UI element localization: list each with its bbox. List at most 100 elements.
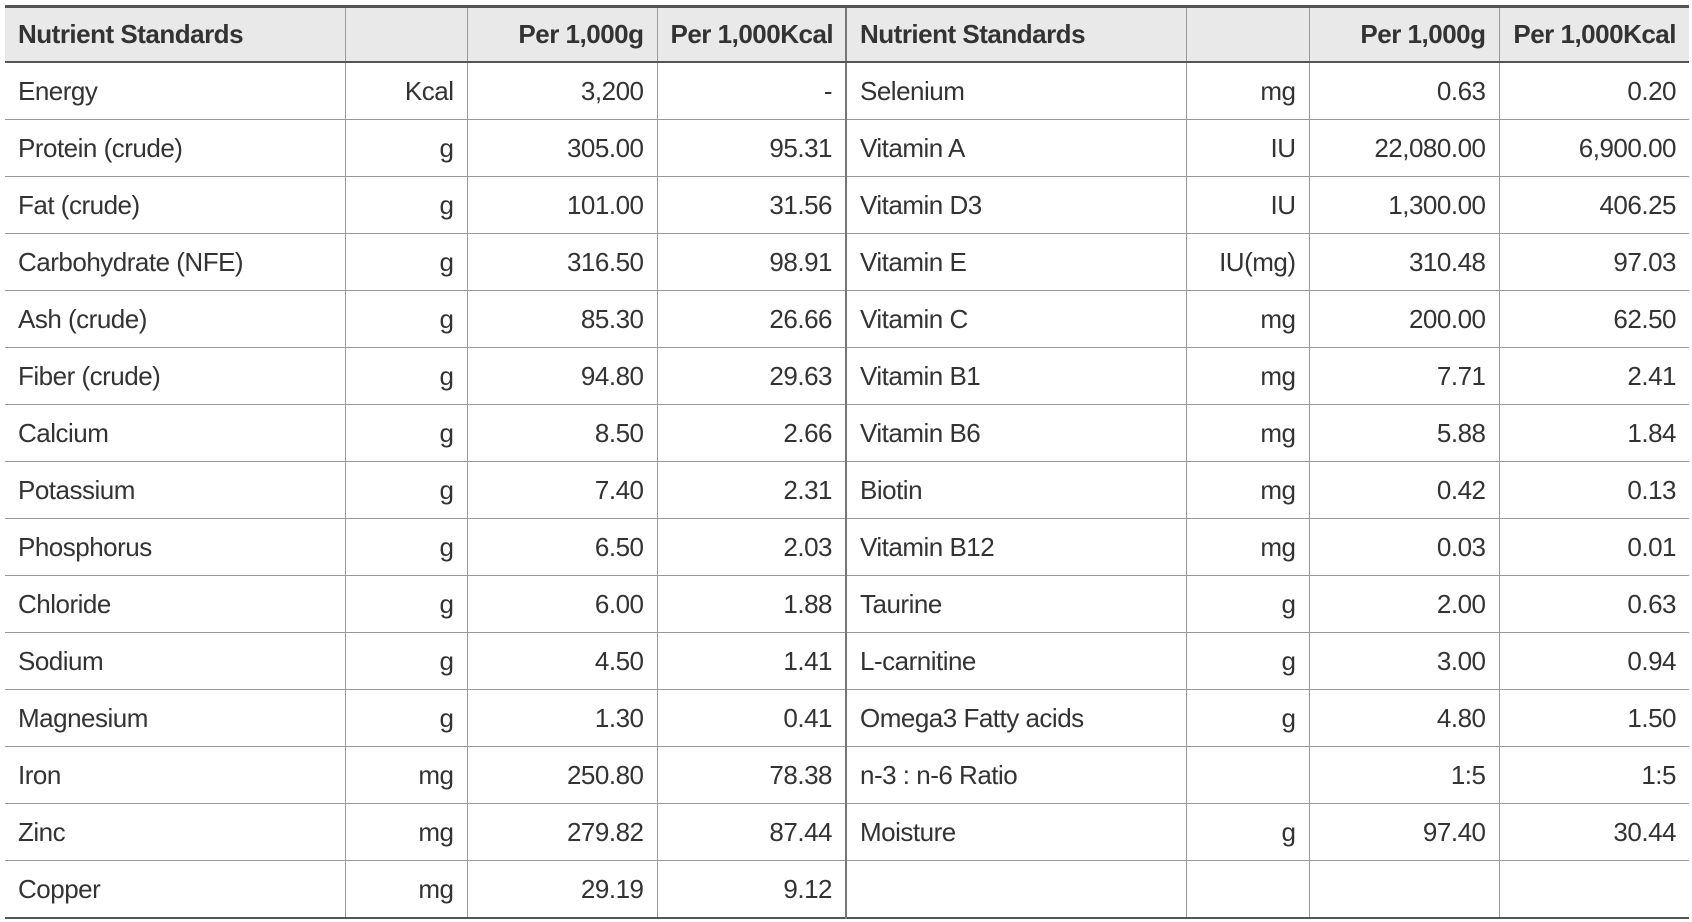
unit: mg (1186, 461, 1310, 519)
unit: g (345, 233, 468, 291)
per-1000kcal: 31.56 (657, 176, 847, 234)
per-1000kcal: 2.41 (1499, 347, 1689, 405)
header-cell: Per 1,000g (1309, 6, 1500, 63)
table-row: Fat (crude) g 101.00 31.56 Vitamin D3 IU 1,300… (5, 176, 1689, 234)
per-1000kcal: 87.44 (657, 803, 847, 861)
per-1000kcal: 2.03 (657, 518, 847, 576)
per-1000kcal: 0.01 (1499, 518, 1689, 576)
per-1000g: 1.30 (467, 689, 658, 747)
per-1000kcal: 9.12 (657, 860, 847, 919)
nutrient-name: Selenium (846, 62, 1187, 120)
nutrient-name (846, 860, 1187, 919)
per-1000kcal: 78.38 (657, 746, 847, 804)
nutrient-name: Phosphorus (5, 518, 346, 576)
per-1000kcal: 0.94 (1499, 632, 1689, 690)
per-1000g: 200.00 (1309, 290, 1500, 348)
unit: Kcal (345, 62, 468, 120)
per-1000kcal: 1.41 (657, 632, 847, 690)
per-1000g: 279.82 (467, 803, 658, 861)
nutrient-table: Nutrient Standards Per 1,000g Per 1,000Kca… (5, 5, 1689, 919)
per-1000g: 7.40 (467, 461, 658, 519)
unit: g (1186, 803, 1310, 861)
nutrient-name: Magnesium (5, 689, 346, 747)
per-1000g: 22,080.00 (1309, 119, 1500, 177)
unit: mg (1186, 347, 1310, 405)
per-1000kcal: 26.66 (657, 290, 847, 348)
per-1000g: 6.00 (467, 575, 658, 633)
nutrient-name: Vitamin B12 (846, 518, 1187, 576)
unit: g (345, 632, 468, 690)
header-cell: Nutrient Standards (5, 6, 346, 63)
nutrient-name: Protein (crude) (5, 119, 346, 177)
per-1000g (1309, 860, 1500, 919)
unit: g (345, 518, 468, 576)
table-row: Fiber (crude) g 94.80 29.63 Vitamin B1 mg 7.71… (5, 347, 1689, 405)
per-1000kcal: 0.20 (1499, 62, 1689, 120)
unit (1186, 860, 1310, 919)
per-1000g: 316.50 (467, 233, 658, 291)
per-1000kcal: 0.13 (1499, 461, 1689, 519)
per-1000kcal: 1.50 (1499, 689, 1689, 747)
unit: g (345, 461, 468, 519)
nutrient-name: Carbohydrate (NFE) (5, 233, 346, 291)
unit: g (1186, 689, 1310, 747)
table-row: Phosphorus g 6.50 2.03 Vitamin B12 mg 0.03 0.01 (5, 518, 1689, 576)
unit: g (345, 290, 468, 348)
nutrient-name: Potassium (5, 461, 346, 519)
nutrient-name: Vitamin D3 (846, 176, 1187, 234)
nutrient-name: Moisture (846, 803, 1187, 861)
nutrient-name: Omega3 Fatty acids (846, 689, 1187, 747)
unit: g (345, 575, 468, 633)
per-1000g: 101.00 (467, 176, 658, 234)
per-1000g: 3.00 (1309, 632, 1500, 690)
nutrient-name: Iron (5, 746, 346, 804)
table-header: Nutrient Standards Per 1,000g Per 1,000Kca… (5, 6, 1689, 63)
per-1000g: 8.50 (467, 404, 658, 462)
header-cell (345, 6, 468, 63)
table-body: Energy Kcal 3,200- Selenium mg 0.63 0.20 Protei… (5, 62, 1689, 919)
unit: g (1186, 632, 1310, 690)
unit: mg (1186, 290, 1310, 348)
nutrient-name: Ash (crude) (5, 290, 346, 348)
unit: g (345, 347, 468, 405)
unit: g (345, 689, 468, 747)
per-1000kcal: 6,900.00 (1499, 119, 1689, 177)
per-1000kcal: - (657, 62, 847, 120)
per-1000g: 3,200 (467, 62, 658, 120)
nutrient-name: Calcium (5, 404, 346, 462)
unit: mg (345, 746, 468, 804)
unit: g (1186, 575, 1310, 633)
table-row: Magnesium g 1.30 0.41 Omega3 Fatty acids g 4.8… (5, 689, 1689, 747)
nutrient-name: Vitamin E (846, 233, 1187, 291)
per-1000g: 305.00 (467, 119, 658, 177)
header-cell: Per 1,000g (467, 6, 658, 63)
nutrient-name: Vitamin B1 (846, 347, 1187, 405)
per-1000kcal: 62.50 (1499, 290, 1689, 348)
per-1000kcal: 1.84 (1499, 404, 1689, 462)
header-cell: Nutrient Standards (846, 6, 1187, 63)
per-1000g: 94.80 (467, 347, 658, 405)
nutrient-name: Chloride (5, 575, 346, 633)
per-1000kcal: 406.25 (1499, 176, 1689, 234)
per-1000g: 85.30 (467, 290, 658, 348)
table-row: Sodium g 4.50 1.41 L-carnitine g 3.00 0.94 (5, 632, 1689, 690)
table-row: Energy Kcal 3,200- Selenium mg 0.63 0.20 (5, 62, 1689, 120)
unit: IU(mg) (1186, 233, 1310, 291)
nutrient-name: L-carnitine (846, 632, 1187, 690)
unit: IU (1186, 176, 1310, 234)
per-1000kcal: 98.91 (657, 233, 847, 291)
per-1000g: 5.88 (1309, 404, 1500, 462)
table-row: Protein (crude) g 305.00 95.31 Vitamin A IU 22… (5, 119, 1689, 177)
per-1000kcal: 0.41 (657, 689, 847, 747)
table-row: Calcium g 8.50 2.66 Vitamin B6 mg 5.88 1.84 (5, 404, 1689, 462)
nutrient-name: n-3 : n-6 Ratio (846, 746, 1187, 804)
per-1000kcal: 2.66 (657, 404, 847, 462)
nutrient-name: Biotin (846, 461, 1187, 519)
per-1000g: 0.03 (1309, 518, 1500, 576)
unit: mg (1186, 404, 1310, 462)
nutrient-name: Taurine (846, 575, 1187, 633)
per-1000kcal: 1:5 (1499, 746, 1689, 804)
per-1000kcal: 95.31 (657, 119, 847, 177)
unit: mg (345, 860, 468, 919)
